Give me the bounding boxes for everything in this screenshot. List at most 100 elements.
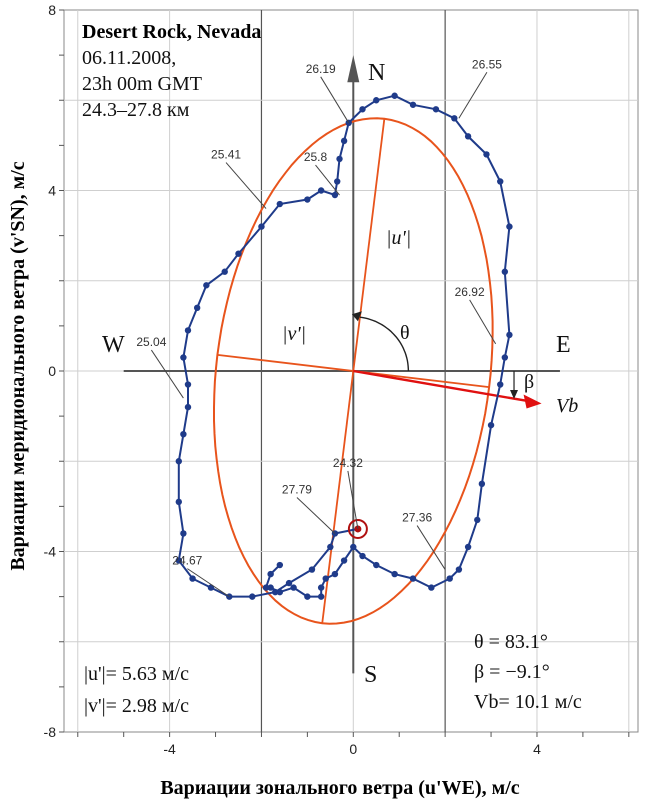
- hodograph-point: [317, 187, 325, 194]
- annotation-leader: [416, 525, 446, 570]
- hodograph-point: [221, 268, 228, 275]
- vb-stat: Vb= 10.1 м/с: [474, 691, 582, 713]
- annotation-leader: [458, 72, 488, 119]
- hodograph-point: [184, 403, 192, 411]
- east-label: E: [556, 332, 571, 358]
- north-arrow-head: [347, 55, 360, 83]
- beta-marker-head: [510, 389, 519, 399]
- u-amplitude-stat: |u'|= 5.63 м/с: [84, 663, 189, 685]
- hodograph-point: [391, 92, 398, 99]
- theta-label: θ: [400, 322, 410, 344]
- hodograph-point: [203, 282, 210, 289]
- annotation-leader: [347, 470, 359, 530]
- hodograph-point: [359, 552, 366, 560]
- annotation-leader: [315, 164, 340, 196]
- hodograph-point: [478, 480, 486, 488]
- hodograph-point: [336, 155, 343, 163]
- hodograph-point: [464, 543, 472, 551]
- theta-arc-arrow: [351, 311, 362, 322]
- west-label: W: [102, 332, 125, 358]
- x-axis-title: Вариации зонального ветра (u'WE), м/с: [160, 777, 519, 799]
- hodograph-point: [455, 566, 463, 573]
- hodograph-line: [177, 94, 511, 598]
- hodograph-point: [391, 570, 398, 578]
- hodograph-point: [428, 584, 435, 591]
- hodograph-point: [451, 115, 458, 122]
- beta-label: β: [524, 371, 534, 393]
- north-label: N: [368, 60, 385, 86]
- hodograph-point: [464, 133, 472, 140]
- hodograph-point: [193, 304, 201, 312]
- hodograph-point: [317, 593, 325, 600]
- hodograph-series: [175, 92, 513, 600]
- hodograph-point: [409, 575, 417, 582]
- hodograph-point: [304, 593, 311, 600]
- y-tick-label: -4: [44, 544, 57, 560]
- hodograph-point: [487, 421, 495, 429]
- hodograph-point: [276, 588, 284, 596]
- annotation-leader: [150, 349, 184, 399]
- hodograph-point: [501, 354, 509, 361]
- hodograph-point: [180, 354, 187, 361]
- annotation-leader: [296, 497, 336, 534]
- chart-title: Desert Rock, Nevada: [82, 21, 261, 43]
- hodograph-point: [175, 498, 182, 506]
- annotation-leader: [225, 162, 267, 209]
- hodograph-point: [308, 566, 316, 573]
- y-tick-label: -8: [44, 724, 57, 740]
- vb-label: Vb: [556, 395, 578, 417]
- hodograph-point: [272, 588, 279, 596]
- theta-stat: θ = 83.1°: [474, 631, 548, 653]
- hodograph-point: [184, 381, 192, 388]
- annotation-leader: [320, 76, 350, 124]
- hodograph-point: [175, 557, 182, 564]
- hodograph-point: [189, 575, 196, 582]
- y-tick-label: 4: [48, 183, 56, 199]
- u-amplitude-label: |u'|: [386, 227, 411, 249]
- altitude-annotation: 24.32: [333, 456, 363, 470]
- hodograph-point: [267, 584, 274, 591]
- hodograph-point: [180, 430, 187, 438]
- hodograph-point: [334, 178, 341, 185]
- annotation-leader: [469, 299, 497, 345]
- x-tick-label: 4: [533, 741, 541, 757]
- altitude-annotation: 27.36: [402, 511, 432, 525]
- hodograph-point: [285, 579, 293, 587]
- hodograph-point: [327, 543, 334, 551]
- date-text: 06.11.2008,: [82, 47, 176, 69]
- start-marker-ring: [347, 518, 368, 539]
- y-tick-label: 0: [48, 363, 56, 379]
- hodograph-point: [446, 575, 453, 582]
- x-tick-label: -4: [163, 741, 176, 757]
- hodograph-point: [276, 200, 284, 208]
- altitude-annotation: 26.55: [472, 57, 502, 71]
- hodograph-point: [317, 584, 325, 591]
- altitude-annotation: 26.19: [306, 62, 336, 76]
- hodograph-point: [501, 268, 509, 275]
- hodograph-point: [235, 250, 242, 257]
- hodograph-point: [267, 570, 274, 578]
- hodograph-point: [258, 223, 265, 230]
- v-amplitude-label: |v'|: [282, 323, 306, 345]
- altitude-annotation: 27.79: [282, 482, 312, 496]
- hodograph-point: [432, 106, 440, 113]
- south-label: S: [364, 662, 377, 688]
- x-tick-label: 0: [349, 741, 357, 757]
- hodograph-point: [497, 178, 504, 185]
- hodograph-point: [322, 575, 329, 582]
- hodograph-point: [304, 196, 311, 203]
- hodograph-point: [506, 223, 513, 230]
- y-tick-label: 8: [48, 2, 56, 18]
- hodograph-point: [276, 561, 284, 569]
- hodograph-point: [474, 516, 481, 524]
- altitude-annotation: 25.04: [136, 335, 166, 349]
- hodograph-point: [180, 530, 187, 537]
- vb-vector-head: [523, 394, 542, 409]
- time-text: 23h 00m GMT: [82, 73, 202, 95]
- hodograph-point: [373, 561, 380, 569]
- hodograph-point: [409, 101, 417, 108]
- theta-arc: [359, 316, 410, 372]
- hodograph-point: [340, 137, 348, 145]
- tick-labels: -4 0 4 8 4 0 -4 -8: [44, 2, 542, 757]
